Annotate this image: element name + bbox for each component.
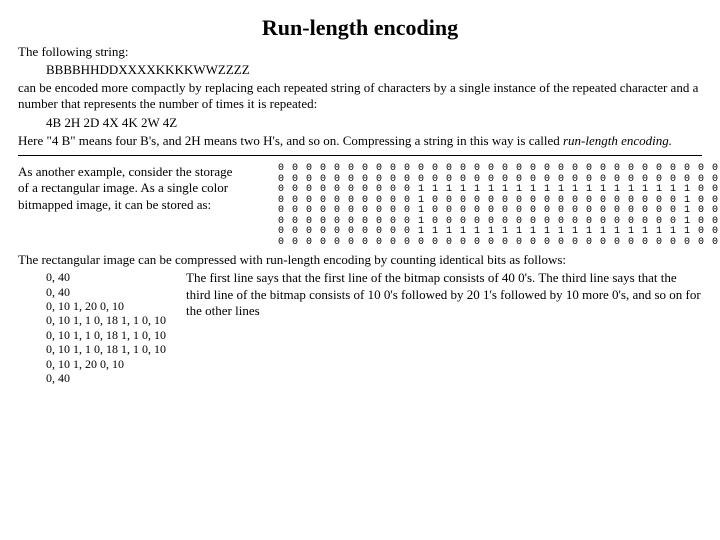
intro-line-1: The following string: — [18, 44, 702, 60]
rle-line: 0, 40 — [46, 285, 166, 299]
rle-line: 0, 10 1, 1 0, 18 1, 1 0, 10 — [46, 313, 166, 327]
page-title: Run-length encoding — [18, 14, 702, 42]
encoded-string: 4B 2H 2D 4X 4K 2W 4Z — [46, 115, 702, 131]
rle-encoding-list: 0, 400, 400, 10 1, 20 0, 100, 10 1, 1 0,… — [46, 270, 166, 385]
intro-line-2: can be encoded more compactly by replaci… — [18, 80, 702, 113]
rle-line: 0, 10 1, 1 0, 18 1, 1 0, 10 — [46, 328, 166, 342]
rle-line: 0, 40 — [46, 371, 166, 385]
term-run-length-encoding: run-length encoding. — [563, 133, 672, 148]
encoding-description: The first line says that the first line … — [186, 270, 702, 385]
compress-lead: The rectangular image can be compressed … — [18, 252, 702, 268]
intro-3-text: Here "4 B" means four B's, and 2H means … — [18, 133, 563, 148]
source-string: BBBBHHDDXXXXKKKKWWZZZZ — [46, 62, 702, 78]
rle-line: 0, 10 1, 1 0, 18 1, 1 0, 10 — [46, 342, 166, 356]
rle-line: 0, 10 1, 20 0, 10 — [46, 299, 166, 313]
example2-lead: As another example, consider the storage… — [18, 164, 238, 213]
rle-line: 0, 40 — [46, 270, 166, 284]
divider — [18, 155, 702, 156]
rle-line: 0, 10 1, 20 0, 10 — [46, 357, 166, 371]
bitmap-grid: 0 0 0 0 0 0 0 0 0 0 0 0 0 0 0 0 0 0 0 0 … — [278, 164, 720, 248]
intro-line-3: Here "4 B" means four B's, and 2H means … — [18, 133, 702, 149]
